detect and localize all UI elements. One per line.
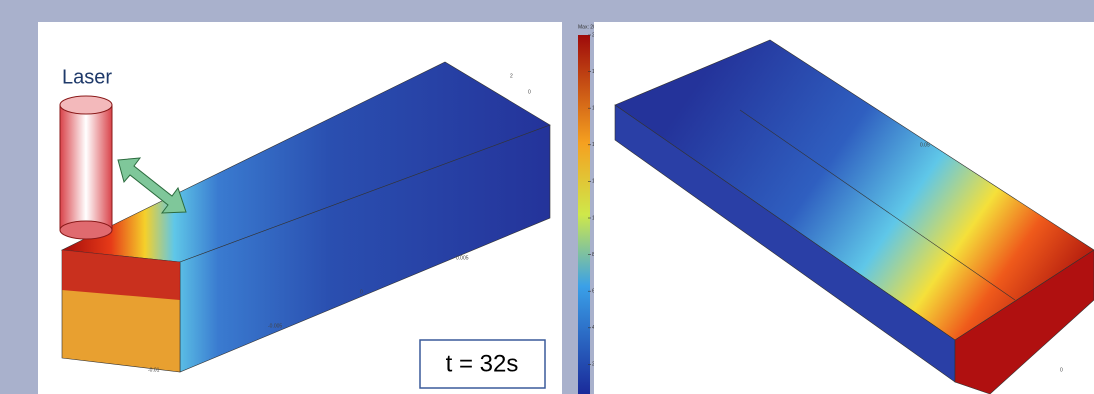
axis-label: 0	[1060, 367, 1063, 373]
figure: Laser t = 32s -0.01 -0.005 0 0.005 2 0 M…	[0, 0, 1094, 394]
right-panel: 0.05 0	[594, 22, 1094, 394]
axis-label: 0	[360, 289, 363, 295]
laser-bottom	[60, 221, 112, 239]
axis-label: -0.005	[268, 323, 282, 329]
axis-label: 2	[510, 73, 513, 79]
axis-label: 0	[528, 89, 531, 95]
colorbar-gradient	[578, 35, 590, 394]
time-label: t = 32s	[446, 350, 519, 377]
laser-top	[60, 96, 112, 114]
laser-label: Laser	[62, 66, 112, 88]
left-panel: Laser t = 32s -0.01 -0.005 0 0.005 2 0	[38, 22, 562, 394]
axis-label: -0.01	[148, 367, 160, 373]
axis-label: 0.05	[920, 142, 930, 148]
laser-body	[60, 105, 112, 230]
axis-label: 0.005	[456, 255, 469, 261]
